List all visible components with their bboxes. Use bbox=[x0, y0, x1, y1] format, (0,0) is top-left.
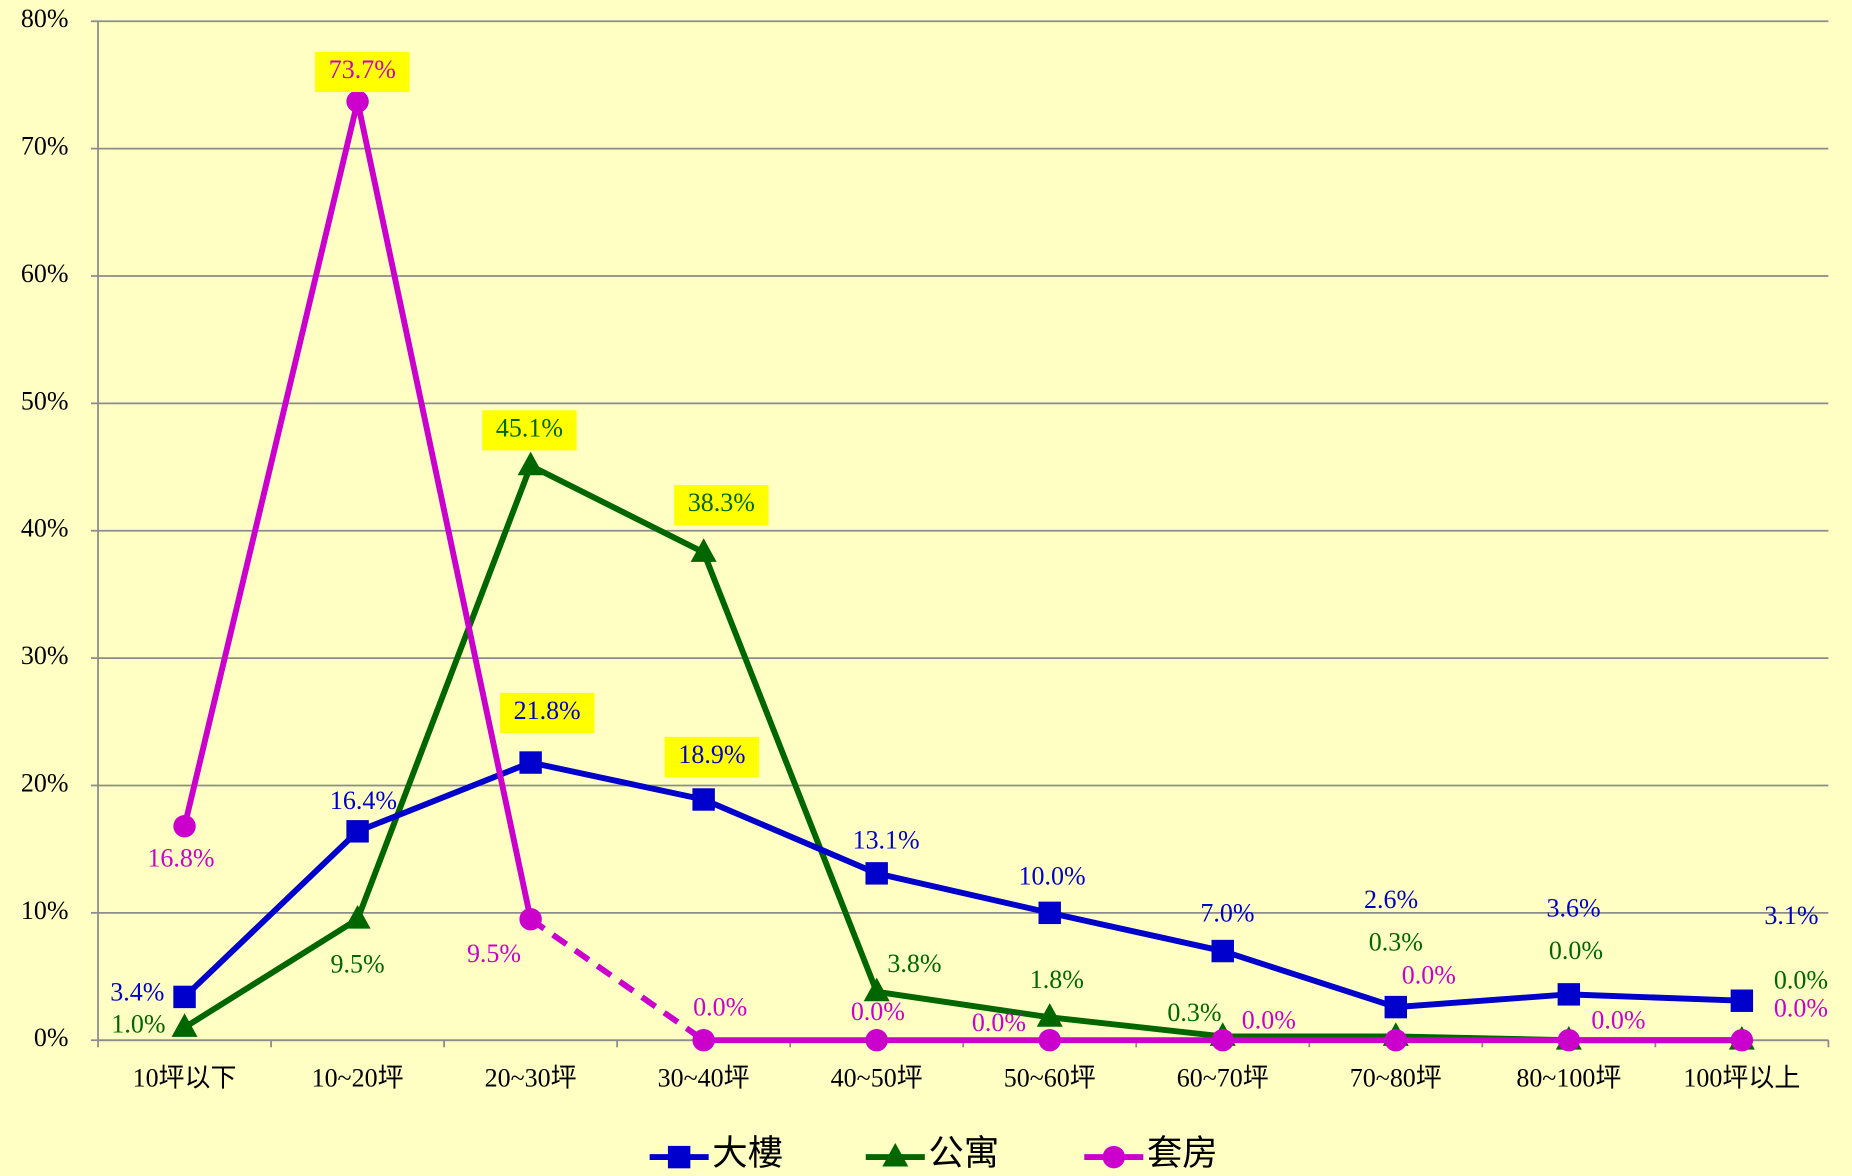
series-line bbox=[181, 98, 1742, 1044]
data-label: 0.0% bbox=[1402, 961, 1456, 990]
y-tick-label: 80% bbox=[21, 4, 69, 33]
marker bbox=[173, 815, 196, 838]
y-tick-label: 40% bbox=[21, 514, 69, 543]
y-tick-label: 30% bbox=[21, 641, 69, 670]
data-label: 0.3% bbox=[1369, 927, 1423, 956]
marker bbox=[1211, 1029, 1234, 1052]
data-label: 18.9% bbox=[678, 740, 745, 769]
marker bbox=[882, 1142, 909, 1167]
marker bbox=[171, 1013, 198, 1037]
y-tick-label: 0% bbox=[34, 1023, 69, 1052]
data-label: 3.6% bbox=[1546, 894, 1600, 923]
marker bbox=[1730, 1029, 1754, 1052]
marker bbox=[1557, 983, 1581, 1006]
marker bbox=[346, 90, 369, 113]
label-highlight bbox=[499, 692, 595, 734]
marker bbox=[1384, 995, 1408, 1019]
data-label: 3.1% bbox=[1764, 901, 1818, 930]
marker bbox=[1036, 1003, 1063, 1027]
data-label: 7.0% bbox=[1200, 899, 1254, 928]
marker bbox=[1102, 1145, 1126, 1169]
dashed-segment bbox=[528, 916, 706, 1043]
marker bbox=[1557, 1029, 1581, 1052]
data-label: 10.0% bbox=[1019, 862, 1086, 891]
legend-label: 公寓 bbox=[928, 1133, 999, 1173]
marker bbox=[346, 820, 369, 843]
marker bbox=[690, 538, 717, 562]
marker bbox=[1384, 1029, 1408, 1052]
data-label: 0.0% bbox=[1774, 965, 1828, 994]
series bbox=[173, 90, 1754, 1052]
y-tick-label: 60% bbox=[21, 259, 69, 288]
data-label: 0.3% bbox=[1167, 998, 1221, 1027]
data-label: 16.8% bbox=[147, 843, 214, 872]
marker bbox=[692, 1029, 715, 1052]
x-tick-label: 10坪以下 bbox=[133, 1063, 237, 1092]
x-tick-label: 100坪以上 bbox=[1683, 1063, 1800, 1092]
marker bbox=[344, 905, 371, 929]
y-tick-label: 70% bbox=[21, 132, 69, 161]
marker bbox=[667, 1145, 691, 1169]
data-label: 73.7% bbox=[329, 55, 396, 84]
x-tick-label: 60~70坪 bbox=[1177, 1063, 1269, 1092]
y-tick-label: 20% bbox=[21, 768, 69, 797]
data-label: 3.8% bbox=[887, 949, 941, 978]
data-label: 38.3% bbox=[688, 488, 755, 517]
data-label: 1.8% bbox=[1030, 965, 1084, 994]
data-label: 9.5% bbox=[467, 939, 521, 968]
label-highlight bbox=[315, 51, 410, 93]
data-label: 0.0% bbox=[693, 992, 747, 1021]
x-tick-label: 70~80坪 bbox=[1350, 1063, 1442, 1092]
x-tick-label: 40~50坪 bbox=[831, 1063, 923, 1092]
marker bbox=[517, 451, 544, 476]
marker bbox=[519, 907, 542, 931]
marker bbox=[863, 977, 890, 1002]
data-label: 21.8% bbox=[514, 696, 581, 725]
data-label: 0.0% bbox=[851, 997, 905, 1026]
data-label: 16.4% bbox=[330, 786, 397, 815]
x-tick-label: 20~30坪 bbox=[485, 1063, 577, 1092]
marker bbox=[1730, 989, 1754, 1012]
series bbox=[173, 751, 1754, 1019]
marker bbox=[1038, 1029, 1061, 1052]
y-tick-label: 10% bbox=[21, 896, 69, 925]
series-line bbox=[182, 759, 1742, 1011]
x-tick-label: 30~40坪 bbox=[658, 1063, 750, 1092]
data-label: 0.0% bbox=[1549, 936, 1603, 965]
data-label: 13.1% bbox=[853, 826, 920, 855]
legend-label: 套房 bbox=[1147, 1133, 1218, 1173]
marker bbox=[173, 985, 196, 1009]
data-label: 3.4% bbox=[110, 978, 164, 1007]
marker bbox=[519, 751, 542, 774]
marker bbox=[865, 862, 888, 885]
label-highlight bbox=[664, 736, 760, 778]
data-label: 2.6% bbox=[1364, 885, 1418, 914]
marker bbox=[692, 788, 715, 811]
data-label: 0.0% bbox=[1242, 1005, 1296, 1034]
data-label: 0.0% bbox=[972, 1008, 1026, 1037]
x-tick-label: 50~60坪 bbox=[1004, 1063, 1096, 1092]
x-tick-label: 10~20坪 bbox=[312, 1063, 404, 1092]
marker bbox=[865, 1029, 888, 1052]
label-highlight bbox=[674, 485, 769, 526]
data-label: 0.0% bbox=[1774, 994, 1828, 1023]
x-tick-label: 80~100坪 bbox=[1516, 1063, 1621, 1092]
y-tick-label: 50% bbox=[21, 386, 69, 415]
data-label: 1.0% bbox=[111, 1009, 165, 1038]
data-label: 9.5% bbox=[331, 949, 385, 978]
data-label: 0.0% bbox=[1591, 1005, 1645, 1034]
marker bbox=[1038, 901, 1061, 925]
marker bbox=[1211, 939, 1234, 963]
data-label: 45.1% bbox=[496, 413, 563, 442]
legend-label: 大樓 bbox=[712, 1133, 783, 1173]
label-highlight bbox=[482, 410, 577, 451]
